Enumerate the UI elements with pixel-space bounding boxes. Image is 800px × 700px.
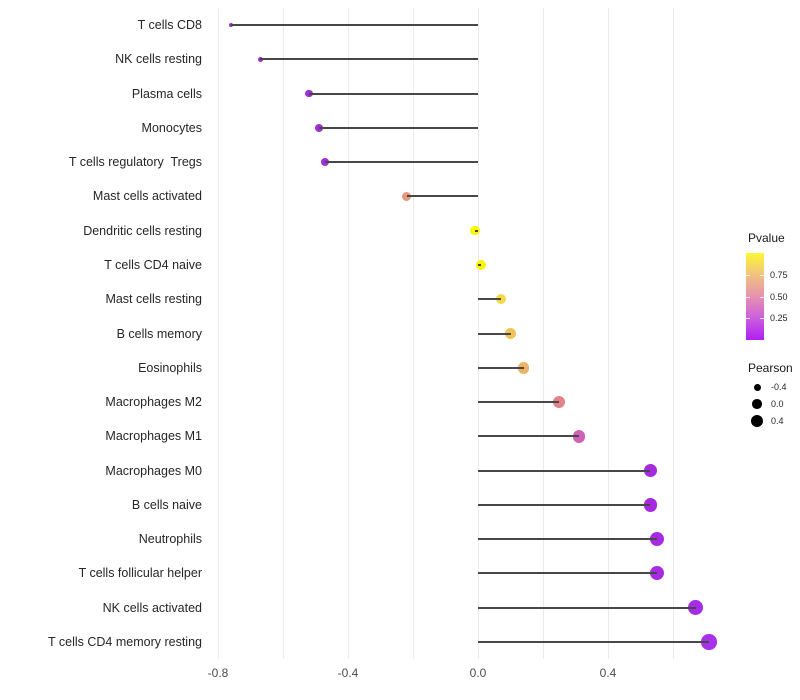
lollipop-dot (553, 396, 566, 409)
y-axis-label: Plasma cells (131, 86, 202, 101)
y-axis-label: B cells naive (131, 497, 202, 512)
lollipop-dot (517, 362, 530, 374)
lollipop-stem (478, 298, 501, 301)
gridline (673, 8, 674, 659)
x-axis-tick-label: -0.8 (207, 666, 229, 680)
y-axis-label: T cells regulatory Tregs (68, 155, 202, 170)
gridline (608, 8, 609, 659)
lollipop-stem (478, 401, 560, 404)
y-axis-label: Eosinophils (138, 360, 202, 375)
y-axis-label: T cells CD4 memory resting (48, 635, 202, 650)
lollipop-dot (505, 328, 516, 340)
lollipop-stem (478, 469, 651, 472)
lollipop-stem (478, 606, 696, 609)
y-axis-label: Macrophages M0 (105, 463, 202, 478)
lollipop-stem (478, 503, 651, 506)
colorbar-tick (746, 274, 750, 276)
y-axis-label: Dendritic cells resting (83, 223, 202, 238)
gridline (543, 8, 544, 659)
x-axis-tick-label: 0.4 (599, 666, 617, 680)
lollipop-dot (643, 463, 657, 478)
lollipop-stem (478, 263, 482, 266)
y-axis-label: T cells follicular helper (78, 566, 202, 581)
size-legend-dot (751, 415, 763, 427)
y-axis-label: NK cells resting (115, 52, 202, 67)
lollipop-stem (478, 435, 579, 438)
lollipop-stem (231, 24, 478, 26)
y-axis-label: Macrophages M1 (105, 429, 202, 444)
gridline (283, 8, 284, 659)
y-axis-label: Neutrophils (138, 532, 202, 547)
size-legend-label: 0.4 (771, 416, 784, 426)
y-axis-label: T cells CD4 naive (104, 257, 202, 272)
y-axis-label: Macrophages M2 (105, 395, 202, 410)
gridline (218, 8, 219, 659)
gridline (413, 8, 414, 659)
lollipop-dot (495, 293, 506, 305)
colorbar-tick-label: 0.50 (770, 291, 788, 302)
lollipop-stem (478, 538, 657, 541)
lollipop-stem (260, 58, 478, 61)
size-legend-label: -0.4 (771, 382, 787, 392)
colorbar-tick (760, 296, 764, 298)
y-axis-label: NK cells activated (102, 600, 202, 615)
y-axis-label: Mast cells activated (92, 189, 202, 204)
x-axis-tick-label: -0.4 (337, 666, 359, 680)
size-legend-dot (752, 399, 762, 409)
colorbar-tick (746, 296, 750, 298)
gridline (348, 8, 349, 659)
size-legend-dot (753, 383, 761, 391)
lollipop-stem (406, 195, 478, 198)
lollipop-dot (572, 430, 585, 443)
lollipop-stem (478, 641, 709, 644)
lollipop-dot (649, 532, 664, 547)
colorbar-tick-label: 0.75 (770, 269, 788, 280)
y-axis-label: Mast cells resting (105, 292, 202, 307)
lollipop-stem (478, 366, 524, 369)
colorbar-tick (760, 274, 764, 276)
lollipop-stem (474, 229, 478, 232)
colorbar-tick (760, 318, 764, 320)
lollipop-dot (688, 600, 704, 616)
lollipop-stem (478, 572, 657, 575)
lollipop-dot (701, 634, 717, 650)
lollipop-stem (325, 161, 478, 164)
lollipop-stem (478, 332, 511, 335)
lollipop-dot (476, 259, 487, 270)
y-axis-label: Monocytes (141, 120, 202, 135)
lollipop-dot (643, 498, 657, 512)
y-axis-label: B cells memory (116, 326, 202, 341)
lollipop-stem (318, 126, 478, 129)
pearson-legend-title: Pearson (748, 361, 793, 375)
x-axis-tick-label: 0.0 (469, 666, 487, 680)
colorbar-tick-label: 0.25 (770, 313, 788, 324)
lollipop-stem (309, 92, 478, 95)
pvalue-legend-title: Pvalue (748, 231, 785, 245)
size-legend-label: 0.0 (771, 399, 784, 409)
lollipop-dot (649, 566, 664, 581)
colorbar-tick (746, 318, 750, 320)
pvalue-colorbar (746, 253, 764, 340)
y-axis-label: T cells CD8 (137, 18, 202, 32)
